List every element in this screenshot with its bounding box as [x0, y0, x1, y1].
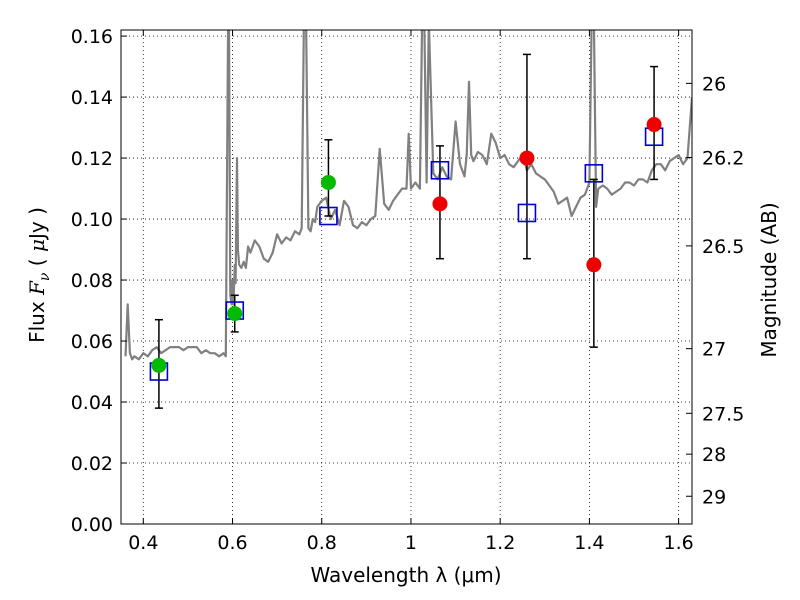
model-point-square — [584, 164, 604, 183]
y2-tick-label: 26.5 — [702, 236, 744, 258]
observed-point — [320, 174, 336, 190]
x-tick-label: 0.8 — [307, 532, 337, 554]
observed-point — [646, 117, 662, 133]
x-tick-label: 1.4 — [574, 532, 604, 554]
x-tick-label: 0.4 — [128, 532, 158, 554]
plot-frame — [120, 29, 693, 525]
y-tick-label: 0.06 — [71, 331, 113, 353]
y-tick-label: 0.10 — [71, 209, 113, 231]
model-point-square — [430, 160, 450, 180]
observed-point — [227, 306, 243, 322]
model-point-square — [319, 206, 338, 226]
plot-area — [121, 30, 692, 524]
x-tick-label: 1.2 — [485, 532, 515, 554]
y2-tick-label: 27.5 — [702, 403, 744, 425]
x-tick-label: 1 — [405, 532, 417, 554]
y2-tick-label: 29 — [702, 486, 726, 508]
y-tick-label: 0.08 — [71, 270, 113, 292]
x-axis-label: Wavelength λ (μm) — [310, 563, 501, 587]
y-tick-label: 0.16 — [71, 26, 113, 48]
y-tick-label: 0.12 — [71, 148, 113, 170]
y-axis-label: Flux Fν ( μJy ) — [25, 207, 53, 343]
observed-point — [432, 196, 448, 212]
x-tick-label: 0.6 — [217, 532, 247, 554]
y-tick-labels: 0.00 0.02 0.04 0.06 0.08 0.10 0.12 0.14 0.16 — [71, 26, 113, 536]
model-spectrum-layer — [124, 30, 692, 361]
y2-tick-label: 26 — [702, 73, 726, 95]
y2-tick-label: 26.2 — [702, 147, 744, 169]
y2-tick-labels: 26 26.2 26.5 27 27.5 28 29 — [702, 73, 744, 508]
x-tick-labels: 0.4 0.6 0.8 1 1.2 1.4 1.6 — [128, 532, 694, 554]
model-point-square — [517, 203, 537, 223]
observed-point — [519, 150, 535, 166]
model-spectrum-line — [124, 30, 692, 361]
axis-ticks — [121, 30, 692, 525]
observed-point — [151, 357, 167, 373]
y-tick-label: 0.14 — [71, 87, 113, 109]
y2-tick-label: 27 — [702, 339, 726, 361]
x-tick-label: 1.6 — [664, 532, 694, 554]
y-tick-label: 0.02 — [71, 453, 113, 475]
y2-axis-label: Magnitude (AB) — [757, 202, 781, 357]
y-tick-label: 0.00 — [71, 514, 113, 536]
observed-point — [586, 257, 602, 273]
observed-points — [151, 117, 662, 373]
y2-tick-label: 28 — [702, 444, 726, 466]
y-tick-label: 0.04 — [71, 392, 113, 414]
